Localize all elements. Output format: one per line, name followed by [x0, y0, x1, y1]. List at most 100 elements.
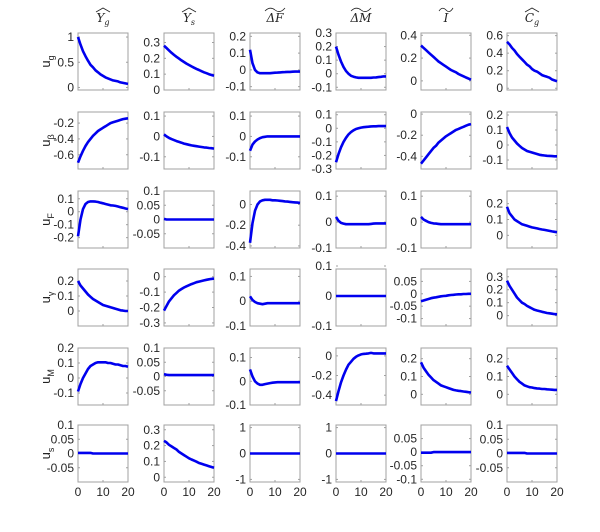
panel-r5-c6: 0 0.1 0.2 [486, 347, 558, 406]
axes-box [420, 190, 472, 249]
y-tick-label: 0 [410, 107, 417, 121]
y-tick-label: 0.2 [143, 51, 160, 65]
x-tick-label: 0 [247, 485, 254, 499]
y-tick-label: 0 [410, 215, 417, 229]
axes-box [249, 347, 301, 406]
response-line [163, 133, 215, 150]
panel-r2-c5: -0.4 -0.2 0 [396, 107, 472, 170]
axes-box [77, 347, 129, 406]
row-label-subscript: β [46, 134, 56, 139]
row-label-text: ug [38, 55, 56, 67]
response-line [76, 117, 129, 164]
tilde-accent-mark [438, 7, 454, 12]
y-tick-label: 0 [325, 67, 332, 81]
y-tick-label: 0 [325, 289, 332, 303]
y-tick-label: -0.1 [53, 218, 74, 232]
y-tick-label: 0.3 [143, 36, 160, 50]
y-tick-label: 0.1 [486, 418, 503, 432]
y-tick-label: 0 [496, 387, 503, 401]
y-tick-label: 0 [496, 228, 503, 242]
panel-r4-c1: 00.10.2 [57, 268, 129, 327]
panel-r4-c3: -0.1 0 0.1 [225, 268, 301, 333]
y-tick-label: -0.1 [311, 241, 332, 255]
y-tick-label: 0.1 [400, 370, 417, 384]
y-tick-label: 0.1 [229, 269, 246, 283]
y-tick-label: -0.2 [225, 218, 246, 232]
y-tick-label: 0.05 [394, 432, 418, 446]
response-line [163, 44, 215, 78]
y-tick-label: 0.2 [486, 64, 503, 78]
panel-r1-c3: -0.1 0 0.1 0.2 [225, 29, 301, 94]
y-tick-label: 0 [496, 138, 503, 152]
row-label-text: us [38, 447, 56, 459]
response-line [248, 198, 301, 243]
x-tick-label: 0 [333, 485, 340, 499]
x-tick-label: 0 [418, 485, 425, 499]
response-line [419, 361, 472, 394]
y-tick-label: 0 [325, 447, 332, 461]
column-title: ΔM [350, 11, 373, 25]
y-tick-label: 0.2 [486, 197, 503, 211]
response-line [334, 46, 386, 80]
x-tick-label: 10 [439, 485, 453, 499]
response-line [505, 206, 558, 234]
response-line [76, 36, 129, 86]
axes-box [335, 190, 387, 249]
axes-box [420, 111, 472, 170]
y-tick-label: 1 [67, 30, 74, 44]
y-tick-label: 0.2 [315, 40, 332, 54]
panel-r1-c2: 0 0.1 0.20.3 [143, 32, 215, 97]
y-tick-label: 0 [239, 197, 246, 211]
y-tick-label: 0.6 [486, 29, 503, 43]
row-label: uγ [38, 291, 56, 303]
y-tick-label: 0.1 [229, 109, 246, 123]
y-tick-label: -0.2 [396, 128, 417, 142]
panel-r5-c4: -0.4 -0.2 0 [311, 347, 387, 406]
hat-accent-mark [524, 7, 540, 13]
y-tick-label: 0.2 [400, 51, 417, 65]
y-tick-label: 0.1 [486, 123, 503, 137]
panel-r4-c6: 00.10.20.3 [486, 268, 558, 327]
row-label: ug [38, 55, 56, 67]
y-tick-label: -0.2 [53, 231, 74, 245]
y-tick-label: 0.05 [51, 432, 75, 446]
y-tick-label: -1 [235, 472, 246, 486]
y-tick-label: 0.1 [143, 454, 160, 468]
panel-r3-c1: -0.2-0.100.1 [53, 190, 129, 249]
panel-r3-c6: 00.1 0.2 [486, 190, 558, 249]
axes-box [335, 32, 387, 91]
y-tick-label: -0.1 [482, 153, 503, 167]
y-tick-label: -0.6 [53, 148, 74, 162]
y-tick-label: 0 [410, 445, 417, 459]
panel-r3-c3: -0.4 -0.2 0 [225, 190, 301, 253]
axes-box [420, 32, 472, 91]
column-title-base: C [525, 11, 534, 25]
row-label-base: u [38, 452, 53, 459]
panel-r4-c2: -0.3-0.2 -0.10 [139, 268, 215, 330]
y-tick-label: -0.1 [139, 150, 160, 164]
y-tick-label: -0.2 [53, 116, 74, 130]
y-tick-label: 0.4 [400, 28, 417, 42]
y-tick-label: 0.05 [480, 432, 504, 446]
y-tick-label: 0.3 [486, 270, 503, 284]
y-tick-label: 0 [239, 447, 246, 461]
y-tick-label: 0.1 [57, 356, 74, 370]
row-label: uβ [38, 134, 56, 146]
y-tick-label: 0 [153, 213, 160, 227]
axes-box [163, 424, 215, 483]
response-line [162, 277, 215, 312]
response-line [248, 295, 300, 306]
response-line [505, 280, 558, 316]
y-tick-label: -0.05 [390, 459, 418, 473]
tilde-accent-mark [350, 7, 372, 12]
column-title-subscript: s [191, 18, 195, 27]
y-tick-label: 0 [67, 304, 74, 318]
y-tick-label: 0.3 [315, 26, 332, 40]
y-tick-label: -0.1 [396, 472, 417, 486]
x-tick-label: 0 [75, 485, 82, 499]
row-label: uM [38, 369, 56, 384]
